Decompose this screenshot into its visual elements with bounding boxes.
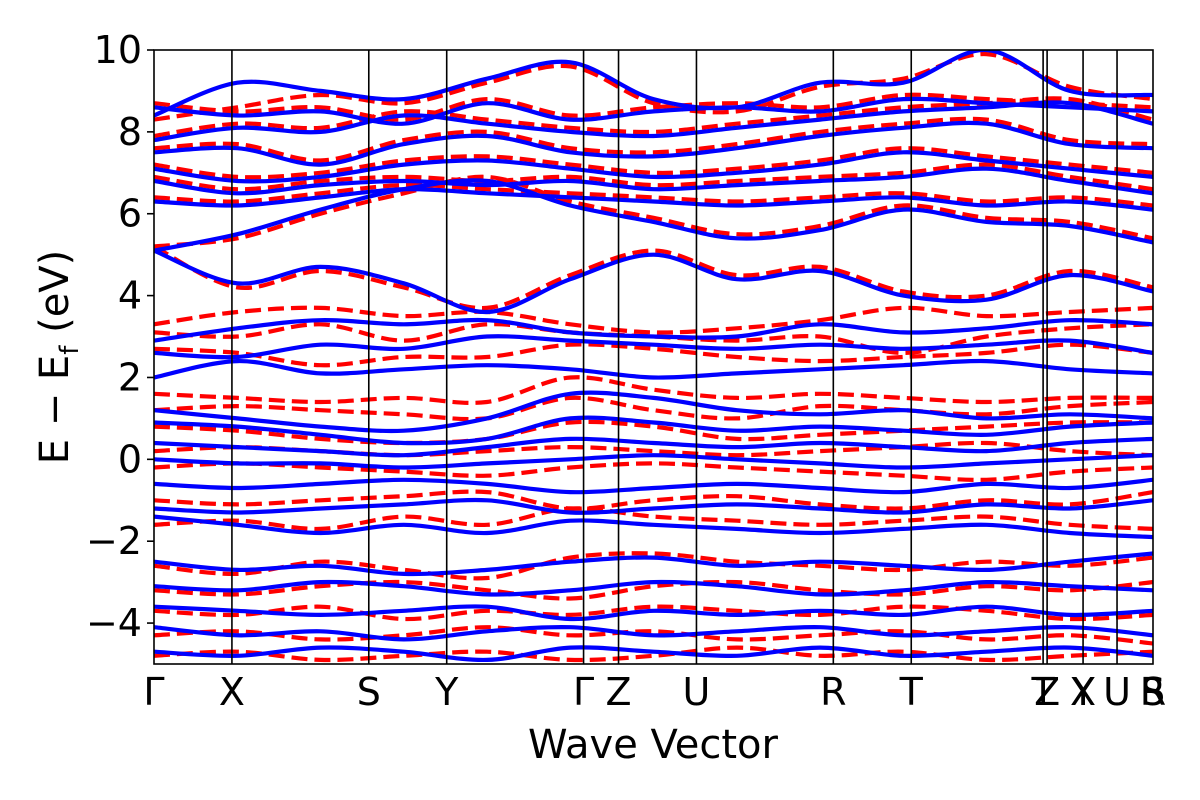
dashed-band-line-13 [154,395,1153,422]
dashed-band-line-7 [154,174,1153,249]
y-tick-label-7: 10 [94,28,142,72]
solid-band-line-18 [154,514,1153,540]
x-tick-label-15: R [1140,670,1166,714]
solid-band-line-8 [154,248,1153,315]
solid-band-line-16 [154,477,1153,495]
dashed-band-line-9 [154,305,1153,335]
dashed-band-line-1 [154,51,1153,122]
x-tick-label-10: T [1031,670,1056,714]
dashed-band-line-22 [154,625,1153,646]
x-axis-ticks: Γ X S Y Γ Z U R T ZT YX U SR [143,670,1166,714]
dashed-band-line-5 [154,162,1153,192]
dashed-band-line-11 [154,342,1153,368]
solid-band-line-19 [154,551,1153,577]
solid-band-line-1 [154,50,1153,118]
solid-band-line-9 [154,317,1153,343]
x-tick-label-4: Γ [573,670,594,714]
solid-band-line-14 [154,436,1153,458]
x-tick-label-7: R [820,670,846,714]
x-tick-label-5: Z [606,670,632,714]
dashed-band-line-14 [154,419,1153,446]
y-axis-title: E − Ef (eV) [32,250,85,465]
y-tick-label-1: −2 [86,519,142,563]
x-tick-label-14: S [1141,670,1165,714]
solid-band-line-17 [154,497,1153,515]
solid-band-line-22 [154,624,1153,642]
x-tick-label-8: T [899,670,924,714]
x-axis-title: Wave Vector [528,722,779,768]
solid-band-line-15 [154,453,1153,470]
solid-band-line-4 [154,150,1153,184]
y-tick-label-4: 4 [118,274,142,318]
solid-band-line-6 [154,187,1153,212]
dashed-band-line-0 [154,92,1153,122]
dashed-band-line-21 [154,604,1153,622]
x-tick-label-6: U [683,670,711,714]
x-tick-label-3: Y [434,670,459,714]
plot-frame [153,49,1154,665]
dashed-band-line-16 [154,461,1153,482]
y-tick-label-5: 6 [118,192,142,236]
solid-band-line-2 [154,100,1153,143]
x-tick-label-1: X [219,670,245,714]
x-tick-label-13: U [1103,670,1131,714]
x-tick-label-9: Z [1034,670,1060,714]
y-tick-label-3: 2 [118,355,142,399]
solid-band-line-13 [154,415,1153,446]
solid-band-line-11 [154,358,1153,380]
band-lines [154,50,1153,663]
dashed-band-line-4 [154,146,1153,180]
solid-band-line-10 [154,334,1153,360]
x-tick-label-0: Γ [143,670,164,714]
dashed-band-line-10 [154,322,1153,356]
y-tick-label-2: 0 [118,437,142,481]
dashed-band-line-19 [154,551,1153,581]
dashed-band-line-3 [154,116,1153,163]
kpath-vertical-lines [231,50,1118,664]
y-tick-label-0: −4 [86,601,142,645]
dashed-band-line-17 [154,489,1153,511]
dashed-band-line-12 [154,375,1153,405]
solid-band-line-7 [154,178,1153,253]
dashed-band-line-18 [154,506,1153,532]
x-tick-label-11: Y [1070,670,1095,714]
solid-band-line-5 [154,166,1153,196]
dashed-band-line-23 [154,645,1153,663]
solid-band-line-21 [154,604,1153,622]
solid-band-line-3 [154,120,1153,167]
solid-band-line-23 [154,645,1153,663]
y-tick-label-6: 8 [118,110,142,154]
solid-band-line-12 [154,390,1153,434]
dashed-band-line-20 [154,579,1153,601]
y-axis-ticks: −4 −2 0 2 4 6 8 10 [86,28,154,645]
solid-band-line-20 [154,579,1153,597]
x-tick-label-12: X [1070,670,1096,714]
solid-band-line-0 [154,96,1153,126]
x-tick-label-2: S [357,670,381,714]
dashed-band-line-6 [154,182,1153,208]
